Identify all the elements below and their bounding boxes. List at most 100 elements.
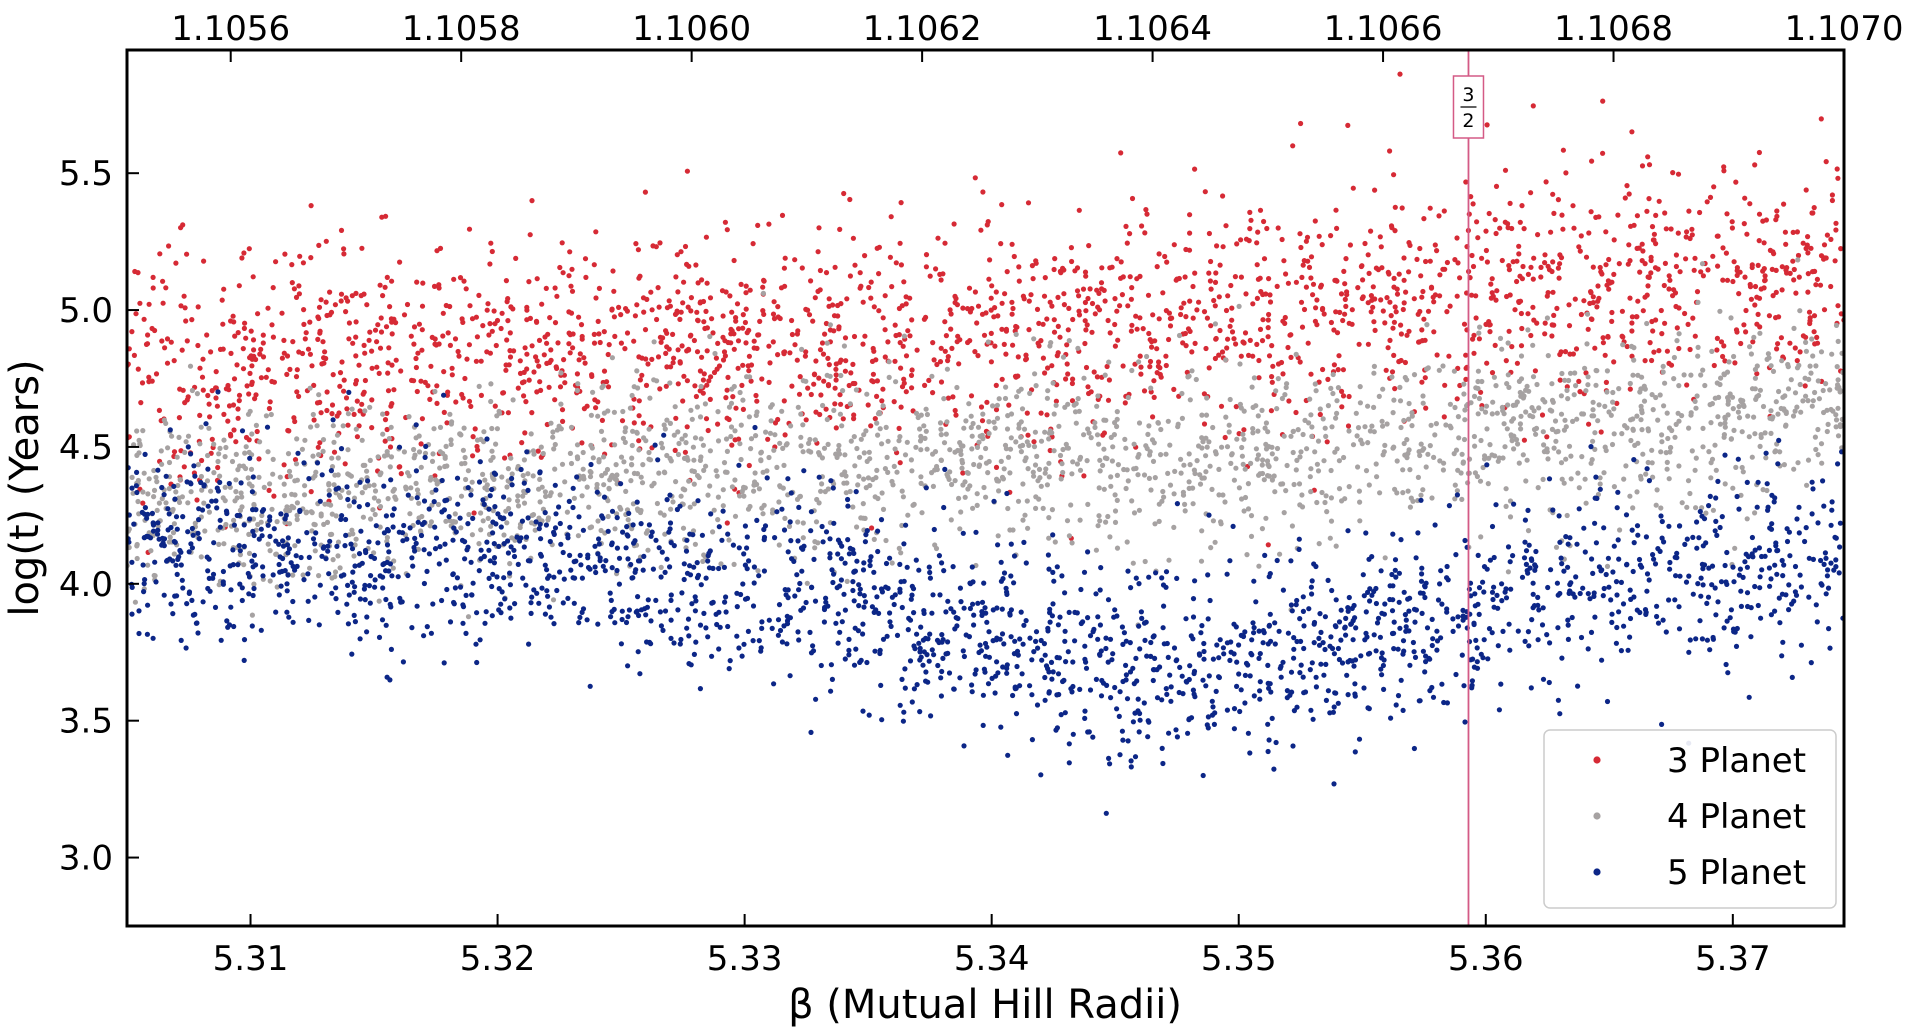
- data-point: [1328, 467, 1334, 474]
- data-point: [1763, 455, 1769, 461]
- data-point: [527, 232, 533, 238]
- data-point: [746, 327, 752, 333]
- data-point: [144, 631, 150, 637]
- data-point: [858, 436, 864, 442]
- data-point: [1733, 179, 1739, 185]
- data-point: [1709, 348, 1715, 354]
- data-point: [324, 389, 330, 395]
- data-point: [899, 488, 905, 494]
- data-point: [854, 524, 860, 530]
- data-point: [711, 507, 717, 513]
- data-point: [656, 545, 662, 551]
- data-point: [1066, 305, 1072, 311]
- data-point: [1304, 234, 1311, 240]
- data-point: [134, 452, 140, 458]
- data-point: [1371, 363, 1377, 369]
- data-point: [1208, 323, 1214, 329]
- data-point: [1538, 264, 1544, 270]
- data-point: [647, 395, 653, 401]
- data-point: [1174, 501, 1180, 507]
- data-point: [393, 357, 399, 363]
- data-point: [1835, 338, 1841, 344]
- data-point: [1821, 409, 1827, 416]
- data-point: [923, 264, 930, 270]
- data-point: [1343, 256, 1349, 262]
- data-point: [1242, 330, 1249, 336]
- data-point: [1787, 340, 1793, 346]
- data-point: [1123, 223, 1129, 229]
- data-point: [462, 454, 468, 461]
- data-point: [1585, 326, 1591, 332]
- data-point: [1150, 414, 1156, 420]
- data-point: [817, 287, 823, 293]
- data-point: [1036, 466, 1043, 472]
- data-point: [641, 435, 647, 441]
- data-point: [1771, 499, 1777, 505]
- data-point: [211, 470, 217, 476]
- data-point: [1069, 398, 1076, 404]
- data-point: [1075, 396, 1081, 402]
- data-point: [844, 296, 850, 302]
- data-point: [1223, 357, 1229, 363]
- data-point: [482, 477, 488, 483]
- data-point: [937, 359, 944, 365]
- data-point: [1754, 363, 1760, 369]
- data-point: [1273, 456, 1279, 462]
- data-point: [1715, 414, 1721, 420]
- data-point: [517, 370, 524, 376]
- data-point: [153, 474, 159, 480]
- data-point: [332, 574, 338, 580]
- data-point: [1478, 389, 1484, 395]
- data-point: [1545, 456, 1551, 462]
- data-point: [265, 305, 271, 311]
- data-point: [1245, 481, 1251, 487]
- data-point: [387, 464, 393, 470]
- data-point: [1539, 412, 1546, 418]
- data-point: [312, 548, 318, 554]
- data-point: [1447, 303, 1453, 309]
- data-point: [581, 476, 587, 482]
- data-point: [466, 511, 472, 518]
- data-point: [491, 541, 497, 547]
- data-point: [522, 345, 528, 351]
- data-point: [1773, 399, 1779, 405]
- data-point: [343, 532, 349, 539]
- data-point: [972, 349, 978, 355]
- data-point: [1471, 393, 1478, 399]
- data-point: [1077, 517, 1083, 523]
- data-point: [1051, 266, 1057, 273]
- data-point: [419, 327, 425, 333]
- data-point: [139, 380, 146, 386]
- data-point: [746, 414, 753, 420]
- data-point: [803, 378, 809, 384]
- data-point: [1183, 343, 1189, 349]
- data-point: [1006, 402, 1012, 408]
- data-point: [286, 521, 293, 527]
- data-point: [129, 474, 135, 480]
- data-point: [372, 488, 379, 494]
- data-point: [732, 477, 738, 483]
- data-point: [1115, 337, 1121, 343]
- data-point: [1585, 374, 1591, 380]
- data-point: [567, 450, 574, 456]
- data-point: [1658, 449, 1664, 455]
- data-point: [1086, 430, 1092, 436]
- data-point: [411, 341, 417, 347]
- data-point: [269, 322, 275, 328]
- data-point: [1505, 402, 1511, 408]
- data-point: [1425, 365, 1431, 371]
- data-point: [847, 273, 854, 279]
- data-point: [141, 470, 147, 476]
- data-point: [974, 502, 980, 508]
- data-point: [1690, 315, 1696, 321]
- data-point: [1125, 478, 1131, 484]
- data-point: [1217, 327, 1223, 334]
- data-point: [290, 339, 296, 345]
- data-point: [455, 348, 461, 355]
- data-point: [832, 385, 838, 391]
- data-point: [923, 252, 930, 258]
- data-point: [1171, 524, 1177, 531]
- data-point: [353, 290, 359, 296]
- data-point: [632, 313, 639, 319]
- data-point: [1315, 468, 1322, 474]
